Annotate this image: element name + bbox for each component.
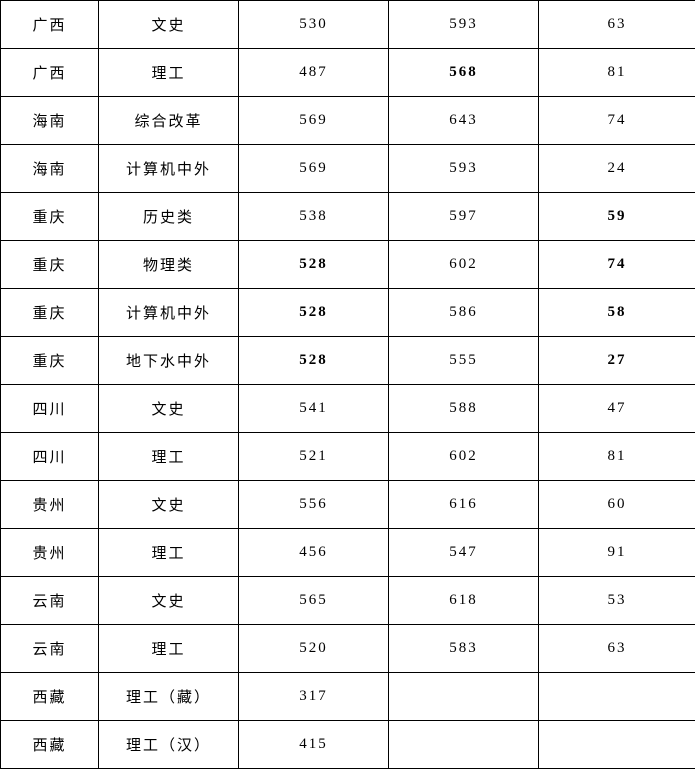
table-cell: 565	[239, 577, 389, 625]
table-cell: 重庆	[1, 193, 99, 241]
table-cell: 588	[389, 385, 539, 433]
table-cell: 91	[539, 529, 695, 577]
table-row: 云南文史56561853	[1, 577, 695, 625]
table-cell: 528	[239, 337, 389, 385]
table-cell: 53	[539, 577, 695, 625]
table-cell: 555	[389, 337, 539, 385]
table-row: 广西理工48756881	[1, 49, 695, 97]
table-row: 重庆计算机中外52858658	[1, 289, 695, 337]
data-table: 广西文史53059363广西理工48756881海南综合改革56964374海南…	[0, 0, 695, 769]
table-cell: 四川	[1, 433, 99, 481]
table-cell: 广西	[1, 49, 99, 97]
table-cell: 63	[539, 625, 695, 673]
table-cell: 历史类	[99, 193, 239, 241]
table-cell: 理工	[99, 625, 239, 673]
table-row: 重庆物理类52860274	[1, 241, 695, 289]
table-cell: 重庆	[1, 337, 99, 385]
table-cell: 贵州	[1, 481, 99, 529]
table-row: 贵州文史55661660	[1, 481, 695, 529]
table-cell: 487	[239, 49, 389, 97]
table-row: 四川文史54158847	[1, 385, 695, 433]
table-cell: 556	[239, 481, 389, 529]
table-cell	[389, 721, 539, 769]
table-cell: 530	[239, 1, 389, 49]
table-cell: 602	[389, 241, 539, 289]
table-cell: 593	[389, 145, 539, 193]
table-cell	[539, 721, 695, 769]
table-cell: 643	[389, 97, 539, 145]
table-cell: 广西	[1, 1, 99, 49]
table-cell: 物理类	[99, 241, 239, 289]
table-cell: 理工（藏）	[99, 673, 239, 721]
table-cell: 616	[389, 481, 539, 529]
table-cell: 521	[239, 433, 389, 481]
table-cell: 理工（汉）	[99, 721, 239, 769]
table-cell: 569	[239, 145, 389, 193]
table-cell: 569	[239, 97, 389, 145]
table-body: 广西文史53059363广西理工48756881海南综合改革56964374海南…	[1, 1, 695, 769]
table-cell: 文史	[99, 481, 239, 529]
table-cell: 81	[539, 49, 695, 97]
table-row: 海南计算机中外56959324	[1, 145, 695, 193]
table-cell: 583	[389, 625, 539, 673]
table-cell: 60	[539, 481, 695, 529]
table-cell: 重庆	[1, 241, 99, 289]
table-cell: 理工	[99, 433, 239, 481]
table-cell	[389, 673, 539, 721]
table-cell: 618	[389, 577, 539, 625]
table-cell: 理工	[99, 529, 239, 577]
table-cell: 文史	[99, 577, 239, 625]
table-cell: 综合改革	[99, 97, 239, 145]
table-cell: 81	[539, 433, 695, 481]
table-cell: 568	[389, 49, 539, 97]
table-cell: 456	[239, 529, 389, 577]
table-row: 云南理工52058363	[1, 625, 695, 673]
table-cell: 317	[239, 673, 389, 721]
data-table-container: 广西文史53059363广西理工48756881海南综合改革56964374海南…	[0, 0, 695, 769]
table-cell: 文史	[99, 1, 239, 49]
table-row: 贵州理工45654791	[1, 529, 695, 577]
table-cell: 58	[539, 289, 695, 337]
table-cell: 文史	[99, 385, 239, 433]
table-row: 西藏理工（汉）415	[1, 721, 695, 769]
table-row: 四川理工52160281	[1, 433, 695, 481]
table-cell: 27	[539, 337, 695, 385]
table-cell: 597	[389, 193, 539, 241]
table-cell: 云南	[1, 577, 99, 625]
table-cell: 计算机中外	[99, 145, 239, 193]
table-cell: 528	[239, 289, 389, 337]
table-row: 西藏理工（藏）317	[1, 673, 695, 721]
table-cell: 593	[389, 1, 539, 49]
table-cell: 528	[239, 241, 389, 289]
table-row: 广西文史53059363	[1, 1, 695, 49]
table-cell: 重庆	[1, 289, 99, 337]
table-cell: 计算机中外	[99, 289, 239, 337]
table-cell: 415	[239, 721, 389, 769]
table-cell: 586	[389, 289, 539, 337]
table-cell: 海南	[1, 145, 99, 193]
table-cell	[539, 673, 695, 721]
table-cell: 63	[539, 1, 695, 49]
table-cell: 理工	[99, 49, 239, 97]
table-cell: 24	[539, 145, 695, 193]
table-cell: 云南	[1, 625, 99, 673]
table-cell: 520	[239, 625, 389, 673]
table-cell: 贵州	[1, 529, 99, 577]
table-cell: 74	[539, 97, 695, 145]
table-cell: 538	[239, 193, 389, 241]
table-cell: 地下水中外	[99, 337, 239, 385]
table-cell: 59	[539, 193, 695, 241]
table-row: 重庆历史类53859759	[1, 193, 695, 241]
table-row: 重庆地下水中外52855527	[1, 337, 695, 385]
table-cell: 541	[239, 385, 389, 433]
table-cell: 602	[389, 433, 539, 481]
table-cell: 74	[539, 241, 695, 289]
table-cell: 四川	[1, 385, 99, 433]
table-cell: 西藏	[1, 673, 99, 721]
table-cell: 47	[539, 385, 695, 433]
table-row: 海南综合改革56964374	[1, 97, 695, 145]
table-cell: 西藏	[1, 721, 99, 769]
table-cell: 547	[389, 529, 539, 577]
table-cell: 海南	[1, 97, 99, 145]
